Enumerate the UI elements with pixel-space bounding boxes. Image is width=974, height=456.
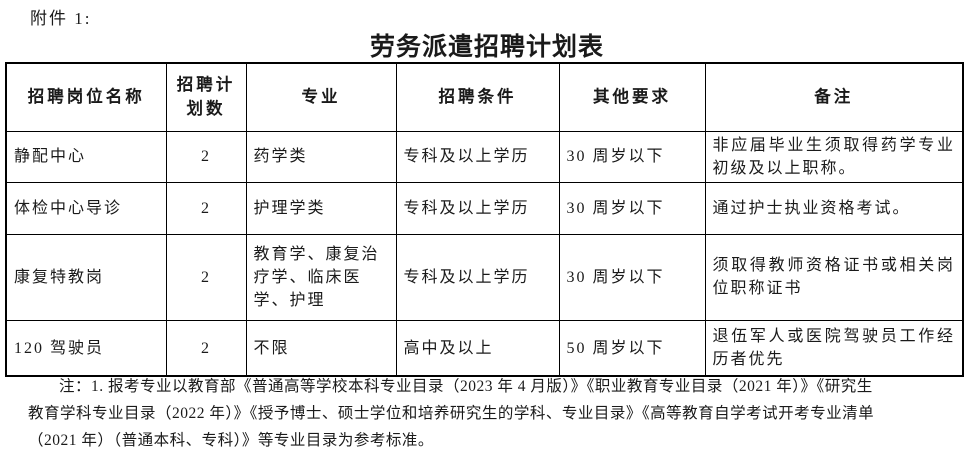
cell-condition: 专科及以上学历	[395, 233, 560, 321]
footnote: 注：1. 报考专业以教育部《普通高等学校本科专业目录（2023 年 4 月版）》…	[28, 373, 953, 454]
cell-position: 120 驾驶员	[5, 319, 167, 377]
col-header-major: 专业	[245, 62, 397, 132]
page-title: 劳务派遣招聘计划表	[369, 33, 604, 61]
footnote-line: （2021 年）（普通本科、专科）》等专业目录为参考标准。	[28, 432, 434, 449]
cell-condition: 高中及以上	[395, 319, 560, 377]
cell-count: 2	[165, 181, 247, 235]
cell-position: 康复特教岗	[5, 233, 167, 321]
attachment-label: 附件 1:	[30, 9, 92, 28]
table-row: 120 驾驶员 2 不限 高中及以上 50 周岁以下 退伍军人或医院驾驶员工作经…	[5, 319, 964, 377]
cell-remark: 非应届毕业生须取得药学专业初级及以上职称。	[704, 130, 964, 183]
cell-major: 药学类	[245, 130, 397, 183]
table-header-row: 招聘岗位名称 招聘计划数 专业 招聘条件 其他要求 备注	[5, 62, 964, 132]
table-row: 康复特教岗 2 教育学、康复治疗学、临床医学、护理 专科及以上学历 30 周岁以…	[5, 233, 964, 321]
col-header-other: 其他要求	[558, 62, 706, 132]
cell-position: 体检中心导诊	[5, 181, 167, 235]
cell-remark: 须取得教师资格证书或相关岗位职称证书	[704, 233, 964, 321]
col-header-condition: 招聘条件	[395, 62, 560, 132]
footnote-line: 教育学科专业目录（2022 年）》《授予博士、硕士学位和培养研究生的学科、专业目…	[28, 405, 875, 422]
cell-condition: 专科及以上学历	[395, 130, 560, 183]
cell-count: 2	[165, 130, 247, 183]
col-header-remark: 备注	[704, 62, 964, 132]
cell-condition: 专科及以上学历	[395, 181, 560, 235]
footnote-line: 注：1. 报考专业以教育部《普通高等学校本科专业目录（2023 年 4 月版）》…	[59, 378, 873, 395]
cell-other: 50 周岁以下	[558, 319, 706, 377]
cell-major: 教育学、康复治疗学、临床医学、护理	[245, 233, 397, 321]
col-header-count: 招聘计划数	[165, 62, 247, 132]
cell-remark: 退伍军人或医院驾驶员工作经历者优先	[704, 319, 964, 377]
recruitment-plan-table: 招聘岗位名称 招聘计划数 专业 招聘条件 其他要求 备注 静配中心 2 药学类 …	[5, 62, 964, 378]
cell-major: 不限	[245, 319, 397, 377]
cell-other: 30 周岁以下	[558, 181, 706, 235]
cell-count: 2	[165, 233, 247, 321]
cell-count: 2	[165, 319, 247, 377]
col-header-position: 招聘岗位名称	[5, 62, 167, 132]
cell-remark: 通过护士执业资格考试。	[704, 181, 964, 235]
table-row: 体检中心导诊 2 护理学类 专科及以上学历 30 周岁以下 通过护士执业资格考试…	[5, 181, 964, 235]
table-row: 静配中心 2 药学类 专科及以上学历 30 周岁以下 非应届毕业生须取得药学专业…	[5, 130, 964, 183]
cell-other: 30 周岁以下	[558, 233, 706, 321]
cell-position: 静配中心	[5, 130, 167, 183]
cell-other: 30 周岁以下	[558, 130, 706, 183]
cell-major: 护理学类	[245, 181, 397, 235]
